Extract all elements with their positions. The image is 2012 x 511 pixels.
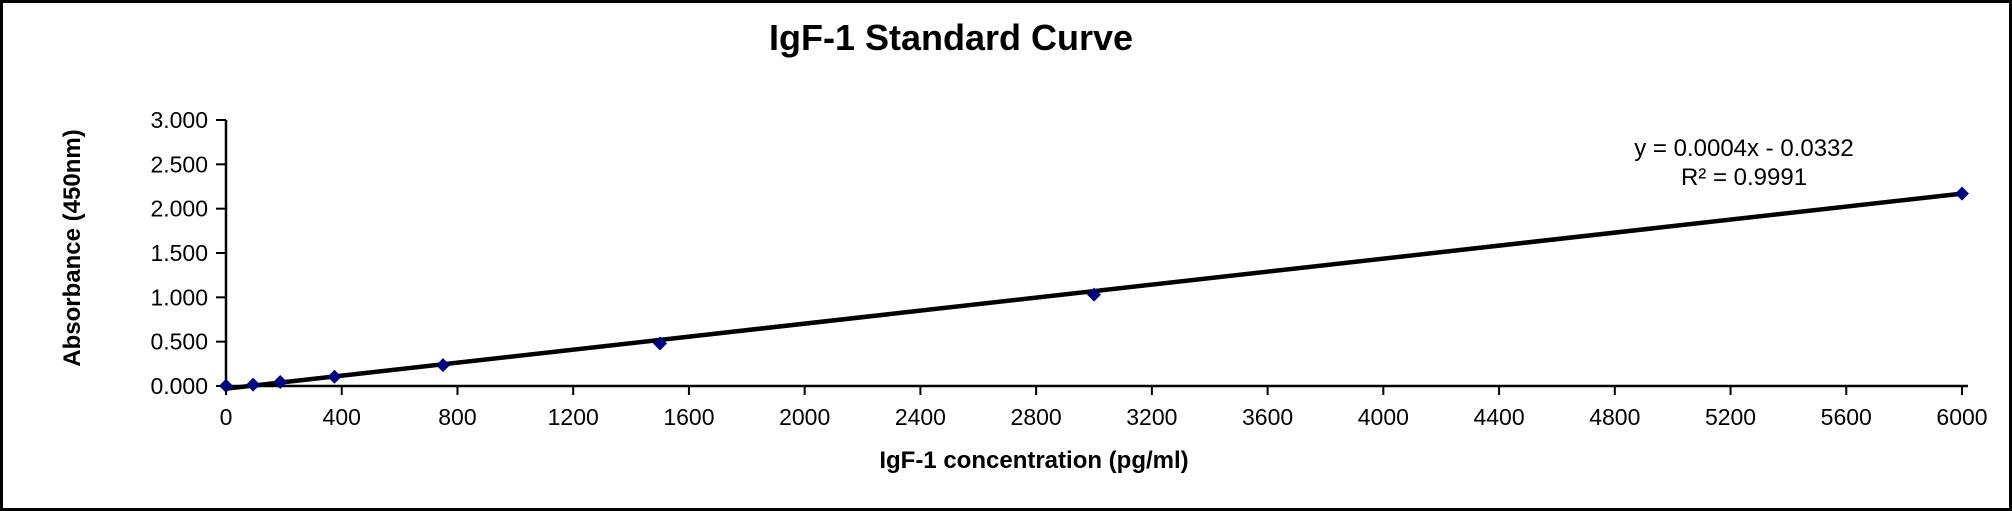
y-tick-label: 1.500 — [150, 240, 208, 266]
y-tick-label: 3.000 — [150, 107, 208, 133]
x-tick-label: 800 — [438, 404, 476, 430]
chart-title: IgF-1 Standard Curve — [768, 17, 1134, 58]
x-tick-label: 6000 — [1936, 404, 1987, 430]
x-tick-label: 4800 — [1589, 404, 1640, 430]
y-tick-label: 0.000 — [150, 373, 208, 399]
x-tick-label: 5200 — [1705, 404, 1756, 430]
x-tick-label: 2000 — [779, 404, 830, 430]
data-point-marker — [1087, 287, 1101, 302]
plot-area: 0.000 0.500 1.000 1.500 2.000 2.500 3.000 0 400 8… — [150, 107, 1987, 430]
data-point-marker — [273, 375, 288, 390]
x-tick-label: 4000 — [1358, 404, 1409, 430]
y-tick-label: 1.000 — [150, 284, 208, 310]
x-tick-label: 1200 — [548, 404, 599, 430]
trendline-equation: y = 0.0004x - 0.0332 — [1634, 135, 1854, 162]
x-tick-label: 0 — [220, 404, 233, 430]
x-tick-label: 2800 — [1011, 404, 1062, 430]
trendline-r-squared: R² = 0.9991 — [1680, 164, 1808, 191]
data-point-marker — [436, 358, 450, 373]
y-tick-label: 2.000 — [150, 196, 208, 222]
x-axis-title: IgF-1 concentration (pg/ml) — [879, 447, 1189, 474]
data-point-marker — [219, 378, 233, 393]
y-tick-label: 2.500 — [150, 151, 208, 177]
x-tick-label: 400 — [323, 404, 361, 430]
data-point-marker — [1955, 186, 1969, 201]
y-tick-label: 0.500 — [150, 329, 208, 355]
x-tick-label: 4400 — [1473, 404, 1524, 430]
x-tick-label: 5600 — [1821, 404, 1872, 430]
x-tick-label: 1600 — [663, 404, 714, 430]
data-point-marker — [327, 369, 342, 384]
data-point-marker — [653, 336, 667, 351]
data-point-marker — [246, 377, 261, 392]
x-tick-label: 2400 — [895, 404, 946, 430]
x-tick-label: 3600 — [1242, 404, 1293, 430]
x-tick-label: 3200 — [1126, 404, 1177, 430]
trendline-annotation: y = 0.0004x - 0.0332 R² = 0.9991 — [1609, 134, 1879, 192]
